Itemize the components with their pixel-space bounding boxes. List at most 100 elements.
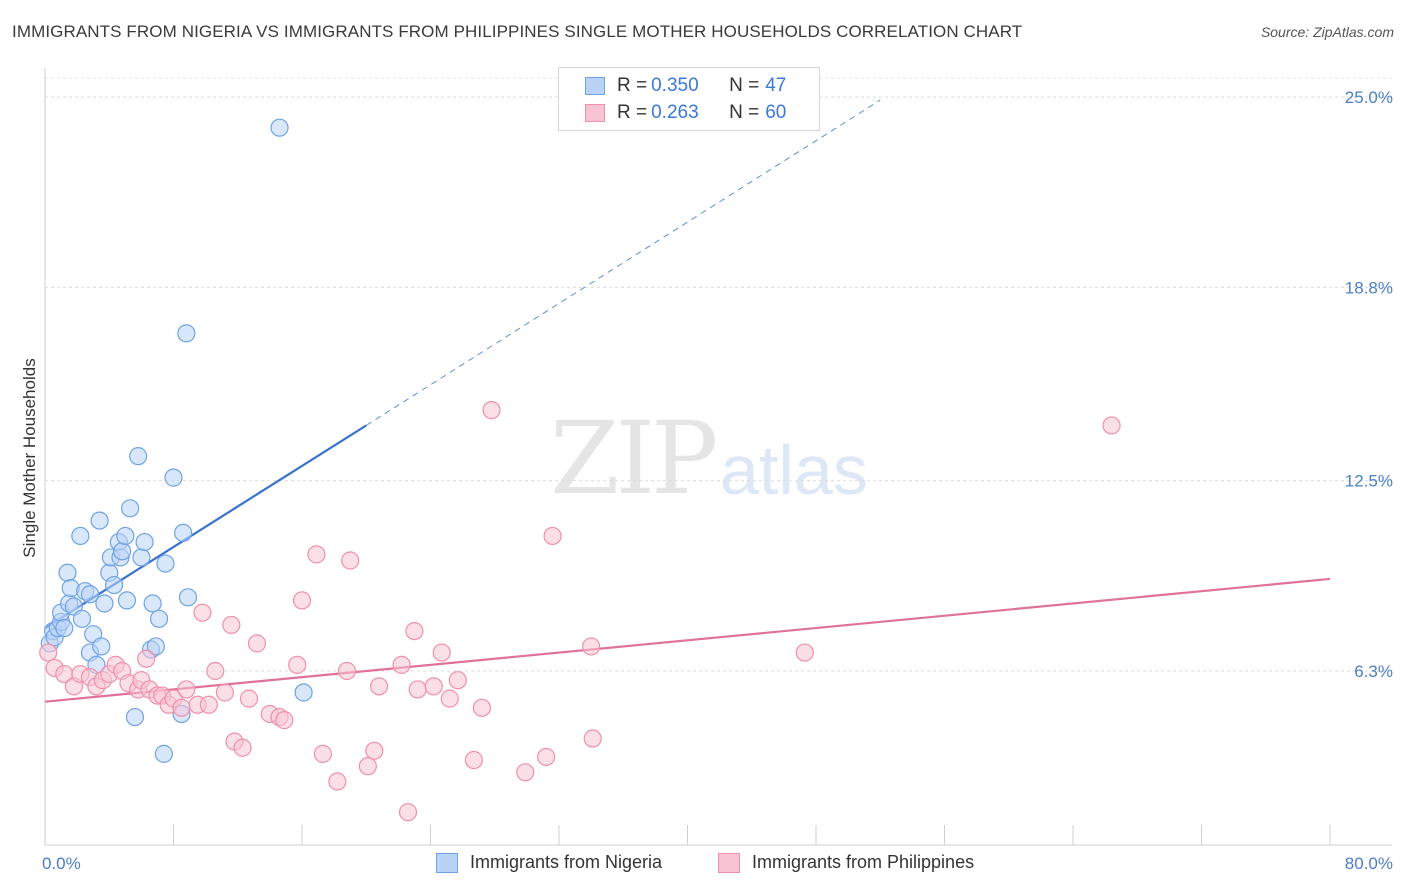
data-point [112,542,132,561]
data-point [275,711,294,730]
data-point [392,655,411,674]
data-point [149,609,169,628]
data-point [365,741,384,760]
data-point [543,526,562,546]
grid-lines [45,77,1392,672]
data-point [795,643,814,662]
trend-line-extension-nigeria [365,99,881,426]
y-tick-label: 18.8% [1345,278,1393,297]
legend-r-label: R = [617,75,648,96]
trend-lines [44,99,1331,703]
data-point [1102,416,1121,435]
data-point [129,447,148,466]
data-point [172,698,191,717]
y-tick-label: 25.0% [1345,88,1393,107]
data-point [288,655,307,674]
data-point [583,729,602,748]
data-point [482,400,501,420]
legend-n-value: 60 [765,102,787,123]
data-point [337,661,357,681]
data-point [104,575,124,595]
correlation-legend: R = 0.350 N = 47 R = 0.263 N = 60 [558,67,820,131]
data-point [95,594,114,613]
chart-title: IMMIGRANTS FROM NIGERIA VS IMMIGRANTS FR… [12,22,1023,41]
data-point [341,551,360,570]
axes [44,68,1392,846]
data-point [177,324,196,343]
legend-n-label: N = [729,102,760,123]
data-point [90,511,109,530]
data-point [125,707,145,727]
data-point [193,603,212,622]
data-point [80,585,100,604]
data-point [432,643,451,662]
data-point [464,750,483,770]
data-point [72,609,92,628]
axis-labels: 6.3% 12.5% 18.8% 25.0% 0.0% 80.0% Single Mothe… [20,88,1393,873]
data-point [537,747,556,767]
data-point [294,683,313,702]
legend-r-value: 0.263 [651,102,699,123]
data-point [270,118,289,137]
data-point [215,683,234,702]
legend-row-nigeria: R = 0.350 N = 47 [585,73,786,99]
data-point [292,591,312,610]
legend-n-label: N = [729,75,760,96]
x-tick-label-min: 0.0% [42,854,81,873]
chart-source: Source: ZipAtlas.com [1260,24,1394,40]
data-point [247,634,267,653]
y-axis-label: Single Mother Households [20,358,39,557]
legend-r-value: 0.350 [651,75,699,96]
bottom-legend-swatch-philippines [718,852,740,873]
data-point [582,637,601,656]
watermark-atlas: atlas [720,431,868,509]
data-point [222,615,241,635]
data-point [55,618,74,638]
data-point [58,563,77,582]
data-point [328,772,347,791]
data-point [177,680,196,699]
data-point [358,757,377,776]
watermark-zip: ZIP [550,400,718,517]
legend-n-value: 47 [765,75,787,96]
bottom-legend-philippines: Immigrants from Philippines [718,852,974,873]
data-point [137,649,156,668]
data-point [178,588,198,607]
legend-swatch-nigeria [585,77,605,95]
data-point [516,763,535,782]
series-philippines [39,400,1121,822]
series-nigeria [40,118,313,763]
data-point [132,548,151,567]
data-point [121,499,140,518]
data-point [370,677,389,696]
data-point [206,661,225,681]
data-point [424,677,443,696]
x-tick-label-max: 80.0% [1345,854,1393,873]
data-point [398,803,418,822]
data-point [448,671,467,690]
data-point [116,526,135,546]
data-point [92,637,111,656]
data-points [39,118,1121,822]
data-point [156,554,175,573]
data-point [174,523,193,542]
data-point [472,698,491,717]
legend-row-philippines: R = 0.263 N = 60 [585,100,786,126]
data-point [146,637,165,656]
data-point [117,591,137,610]
data-point [199,695,218,714]
bottom-legend-label-philippines: Immigrants from Philippines [752,852,975,872]
trend-line-philippines [44,577,1331,703]
data-point [440,689,459,708]
y-tick-label: 12.5% [1345,472,1393,491]
data-point [313,744,332,763]
data-point [405,621,424,641]
data-point [307,545,326,564]
data-point [135,532,154,552]
y-tick-label: 6.3% [1354,662,1393,681]
data-point [143,594,162,613]
bottom-legend-swatch-nigeria [436,852,458,873]
data-point [408,680,427,699]
data-point [239,689,259,708]
